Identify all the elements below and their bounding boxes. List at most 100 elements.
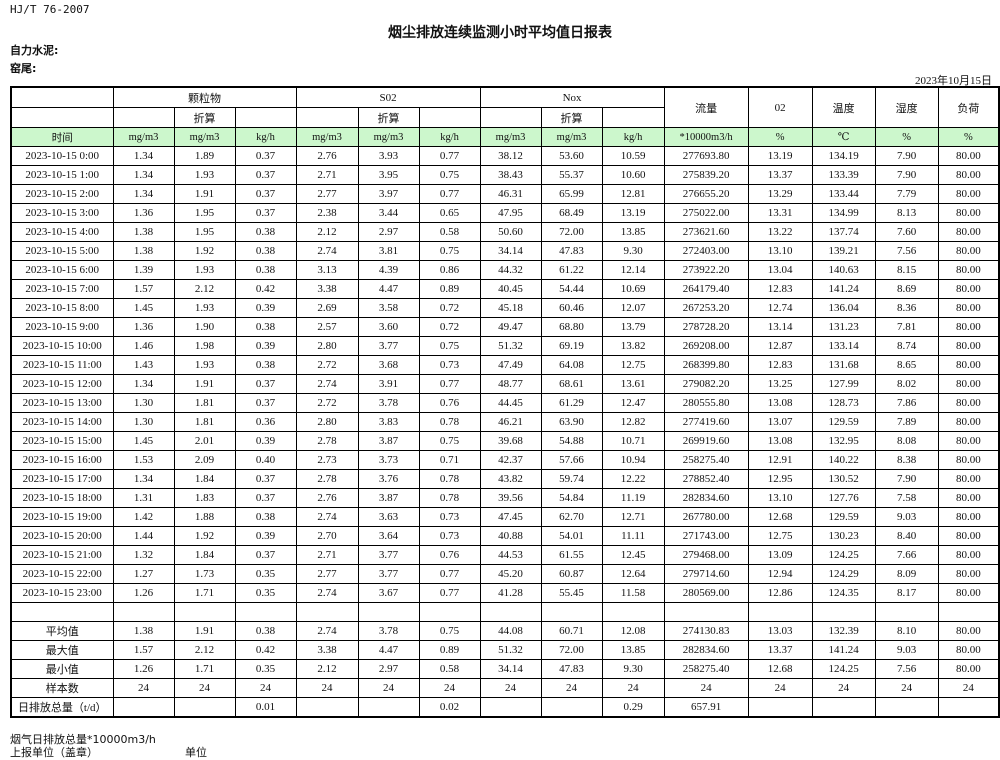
table-cell: 8.17 [874, 583, 939, 603]
header-blank [10, 107, 114, 128]
table-cell: 0.89 [418, 640, 481, 660]
table-cell: 8.74 [874, 336, 939, 356]
table-cell: 80.00 [937, 260, 1000, 280]
table-cell: % [874, 127, 939, 147]
table-cell: 1.91 [173, 374, 236, 394]
table-cell [874, 602, 939, 622]
table-cell: 34.14 [479, 659, 542, 679]
table-cell: 13.85 [601, 640, 665, 660]
table-cell: 38.12 [479, 146, 542, 166]
table-cell: 0.76 [418, 545, 481, 565]
row-label: 样本数 [10, 678, 114, 698]
table-cell: 59.74 [540, 469, 603, 489]
row-label: 2023-10-15 9:00 [10, 317, 114, 337]
table-cell: 24 [747, 678, 813, 698]
table-cell: 2.72 [295, 393, 359, 413]
table-cell: 1.36 [112, 317, 175, 337]
table-cell: 0.36 [234, 412, 297, 432]
table-cell: 0.42 [234, 279, 297, 299]
table-cell: 7.90 [874, 469, 939, 489]
table-cell: 0.35 [234, 583, 297, 603]
table-cell: 657.91 [663, 697, 749, 718]
row-label: 2023-10-15 18:00 [10, 488, 114, 508]
table-cell: 47.45 [479, 507, 542, 527]
table-cell: 277419.60 [663, 412, 749, 432]
header-blank [234, 107, 297, 128]
flue-gas-total-label: 烟气日排放总量*10000m3/h [10, 733, 156, 746]
table-cell: 137.74 [811, 222, 876, 242]
table-row: 2023-10-15 2:00 1.34 1.91 0.37 2.77 3.97 0.77 4… [10, 184, 1000, 204]
table-cell: 12.45 [601, 545, 665, 565]
table-cell: 12.47 [601, 393, 665, 413]
table-cell: 12.82 [601, 412, 665, 432]
row-label: 2023-10-15 8:00 [10, 298, 114, 318]
table-cell: 1.92 [173, 526, 236, 546]
table-cell: 10.60 [601, 165, 665, 185]
table-cell: mg/m3 [112, 127, 175, 147]
table-cell [357, 697, 420, 718]
table-cell: 0.39 [234, 526, 297, 546]
table-cell: 2.77 [295, 184, 359, 204]
table-cell: 140.22 [811, 450, 876, 470]
table-cell: 13.04 [747, 260, 813, 280]
table-cell: 1.26 [112, 659, 175, 679]
table-cell [479, 602, 542, 622]
table-cell: 1.34 [112, 469, 175, 489]
row-label: 2023-10-15 6:00 [10, 260, 114, 280]
table-cell: 46.21 [479, 412, 542, 432]
table-cell: 0.73 [418, 507, 481, 527]
table-cell: 61.22 [540, 260, 603, 280]
table-cell: 282834.60 [663, 640, 749, 660]
table-cell [234, 602, 297, 622]
table-cell: 2.80 [295, 336, 359, 356]
table-cell: 24 [418, 678, 481, 698]
table-cell: 267253.20 [663, 298, 749, 318]
table-cell: 2.12 [295, 659, 359, 679]
table-cell: 51.32 [479, 640, 542, 660]
table-cell: 0.76 [418, 393, 481, 413]
table-cell: 3.77 [357, 545, 420, 565]
table-cell: 3.63 [357, 507, 420, 527]
table-cell: 68.80 [540, 317, 603, 337]
table-cell: 12.68 [747, 659, 813, 679]
table-cell: 13.09 [747, 545, 813, 565]
table-cell: 80.00 [937, 545, 1000, 565]
table-row: 2023-10-15 13:00 1.30 1.81 0.37 2.72 3.78 0.76… [10, 393, 1000, 413]
table-cell: % [937, 127, 1000, 147]
table-cell: 1.93 [173, 298, 236, 318]
table-cell: 54.44 [540, 279, 603, 299]
table-cell: 1.31 [112, 488, 175, 508]
row-label: 2023-10-15 4:00 [10, 222, 114, 242]
table-cell: 0.71 [418, 450, 481, 470]
table-cell: 13.25 [747, 374, 813, 394]
table-cell: 7.66 [874, 545, 939, 565]
table-cell: 1.81 [173, 393, 236, 413]
table-cell: 0.77 [418, 374, 481, 394]
table-cell: 1.38 [112, 222, 175, 242]
table-cell: 0.73 [418, 526, 481, 546]
table-cell: 44.32 [479, 260, 542, 280]
table-cell: 80.00 [937, 241, 1000, 261]
table-cell: 61.29 [540, 393, 603, 413]
table-cell: 0.29 [601, 697, 665, 718]
header-row-1: 颗粒物 S02 Nox 流量 02 温度 湿度 负荷 [10, 86, 1000, 128]
company-label: 自力水泥: [10, 44, 59, 57]
table-cell: 11.11 [601, 526, 665, 546]
table-cell: 12.68 [747, 507, 813, 527]
table-cell: 0.40 [234, 450, 297, 470]
table-cell: 60.71 [540, 621, 603, 641]
table-cell: 80.00 [937, 317, 1000, 337]
table-cell: 132.95 [811, 431, 876, 451]
table-cell: 1.27 [112, 564, 175, 584]
table-row: 2023-10-15 8:00 1.45 1.93 0.39 2.69 3.58 0.72 4… [10, 298, 1000, 318]
table-cell: 278728.20 [663, 317, 749, 337]
table-cell: 13.19 [601, 203, 665, 223]
table-cell: 124.29 [811, 564, 876, 584]
table-cell [874, 697, 939, 718]
table-cell: ℃ [811, 127, 876, 147]
table-cell: 1.34 [112, 165, 175, 185]
table-cell: 2.80 [295, 412, 359, 432]
table-cell: 80.00 [937, 184, 1000, 204]
table-cell: 12.94 [747, 564, 813, 584]
table-cell: 80.00 [937, 336, 1000, 356]
